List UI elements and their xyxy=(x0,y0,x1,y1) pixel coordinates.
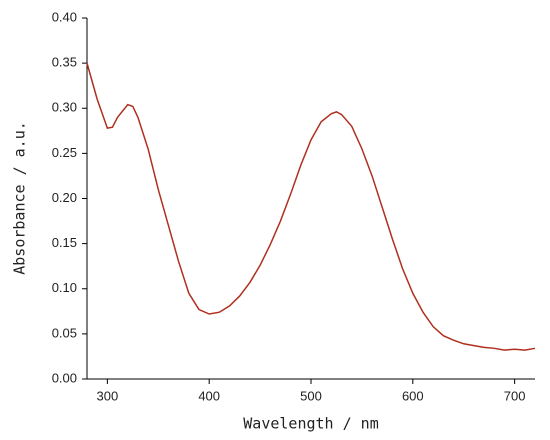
y-tick-label: 0.00 xyxy=(52,370,77,385)
y-tick-label: 0.30 xyxy=(52,100,77,115)
y-tick-label: 0.40 xyxy=(52,9,77,24)
x-tick-label: 300 xyxy=(97,388,119,403)
x-axis-title: Wavelength / nm xyxy=(243,415,378,433)
y-axis-title: Absorbance / a.u. xyxy=(11,121,29,275)
x-tick-label: 700 xyxy=(504,388,526,403)
y-tick-label: 0.15 xyxy=(52,235,77,250)
x-tick-label: 500 xyxy=(300,388,322,403)
y-tick-label: 0.20 xyxy=(52,190,77,205)
data-line xyxy=(86,62,536,351)
y-tick-label: 0.05 xyxy=(52,325,77,340)
x-tick-label: 600 xyxy=(402,388,424,403)
y-tick-label: 0.35 xyxy=(52,55,77,70)
y-tick-label: 0.25 xyxy=(52,145,77,160)
y-tick-label: 0.10 xyxy=(52,280,77,295)
x-tick-label: 400 xyxy=(198,388,220,403)
